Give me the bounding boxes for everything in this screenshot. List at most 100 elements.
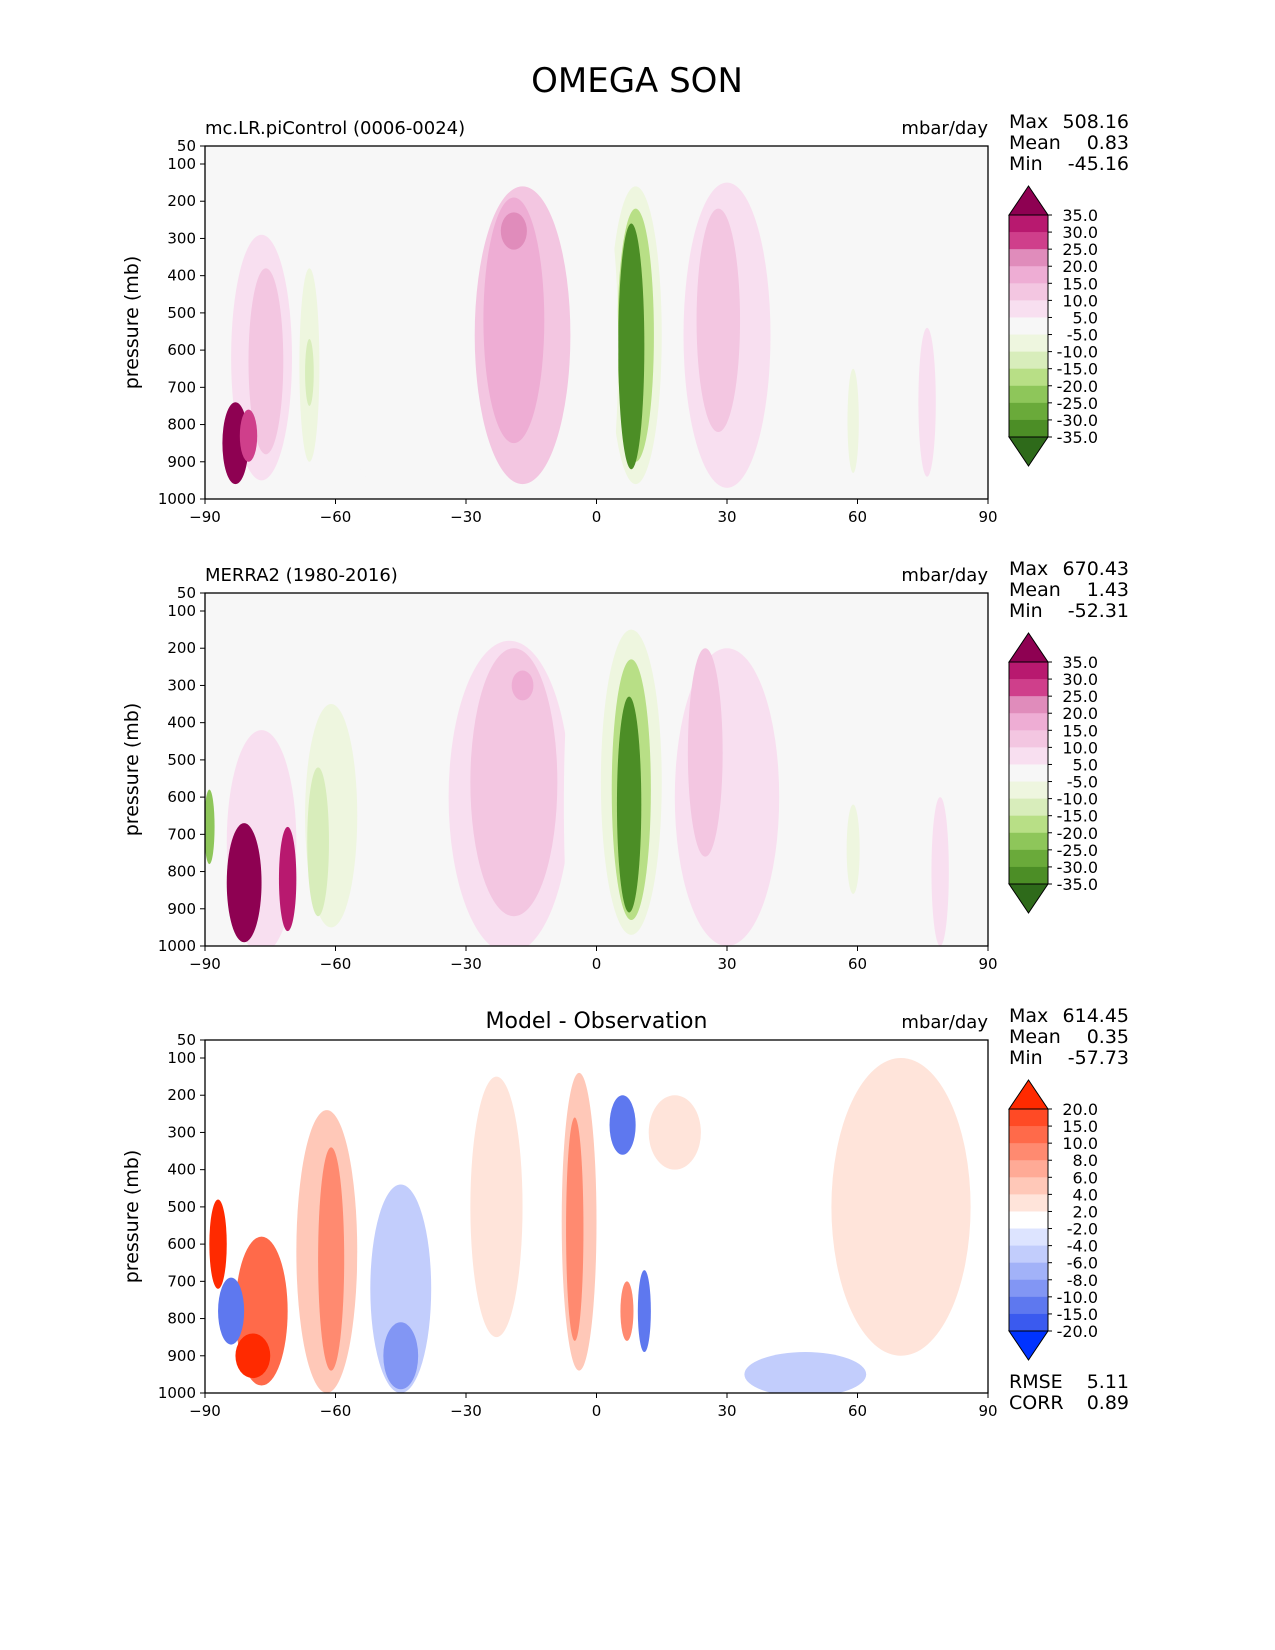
stat-label: Min [1009,153,1043,175]
contour-features [209,1058,971,1393]
y-tick-label: 800 [167,863,196,881]
contour-region [918,327,936,477]
x-tick-label: 60 [848,955,867,973]
colorbar-extend-max [1008,185,1049,216]
contour-features [205,629,949,946]
y-tick-label: 50 [177,137,196,155]
panel-title: MERRA2 (1980-2016) [205,565,398,586]
colorbar-level-label: -10.0 [1057,1288,1098,1307]
y-tick-label: 800 [167,416,196,434]
contour-region [648,1095,701,1170]
colorbar-level-label: 30.0 [1062,670,1098,689]
y-axis-label: pressure (mb) [121,1150,143,1284]
rmse-value: 5.11 [1087,1371,1129,1393]
colorbar-level-label: 20.0 [1062,257,1098,276]
x-tick-label: −60 [320,508,352,526]
stat-label: Mean [1009,132,1061,154]
colorbar-block [1009,385,1048,404]
colorbar-block [1009,696,1048,714]
y-tick-label: 1000 [158,1384,196,1402]
x-tick-label: −30 [450,955,482,973]
colorbar-level-label: 8.0 [1073,1151,1098,1170]
colorbar-level-label: 30.0 [1062,223,1098,242]
contour-region [318,1147,345,1371]
colorbar-level-label: 15.0 [1062,721,1098,740]
y-tick-label: 400 [167,714,196,732]
colorbar-block [1009,1279,1048,1298]
stat-value: 0.35 [1087,1026,1129,1048]
colorbar-block [1009,249,1048,267]
contour-region [687,648,723,857]
stat-label: Max [1009,558,1048,580]
contour-region [609,1095,636,1155]
y-tick-label: 100 [167,1049,196,1067]
contour-region [307,767,329,917]
panel-difference: Model - Observation mbar/day pressure (mb)… [121,1005,1129,1420]
stat-value: 508.16 [1063,111,1129,133]
colorbar-block [1009,798,1048,817]
contour-region [239,409,258,462]
colorbar-block [1009,402,1048,421]
colorbar-block [1009,1228,1048,1247]
contour-region [822,268,875,492]
stat-label: Mean [1009,1026,1061,1048]
contour-region [483,197,545,444]
contour-region [511,670,534,701]
x-tick-label: 30 [717,955,736,973]
y-tick-label: 300 [167,229,196,247]
colorbar-level-label: -30.0 [1057,411,1098,430]
colorbar-block [1009,1126,1048,1144]
stat-value: 0.83 [1087,132,1129,154]
contour-region [470,648,558,917]
colorbar-level-label: -20.0 [1057,824,1098,843]
units-label: mbar/day [901,1012,988,1033]
colorbar-block [1009,1211,1048,1229]
colorbar-level-label: 10.0 [1062,1134,1098,1153]
colorbar-block [1009,300,1048,318]
y-tick-label: 700 [167,825,196,843]
colorbar-block [1009,351,1048,370]
colorbar-level-label: -15.0 [1057,807,1098,826]
colorbar: 35.030.025.020.015.010.05.0-5.0-10.0-15.… [1008,632,1098,914]
colorbar-block [1009,764,1048,782]
x-tick-label: 0 [592,1402,602,1420]
colorbar-block [1009,730,1048,748]
contour-region [209,1199,227,1289]
colorbar-level-label: 5.0 [1073,308,1098,327]
x-tick-label: 60 [848,508,867,526]
contour-region [592,208,619,492]
colorbar-block [1009,1194,1048,1212]
colorbar-block [1009,1313,1048,1332]
contour-region [218,1277,245,1345]
colorbar-frame [1008,214,1049,438]
colorbar-block [1009,781,1048,800]
colorbar-block [1009,232,1048,250]
y-tick-label: 100 [167,602,196,620]
figure-title: OMEGA SON [531,61,743,101]
stat-label: Min [1009,1047,1043,1069]
y-tick-label: 300 [167,676,196,694]
panel-title: Model - Observation [486,1009,708,1034]
y-tick-label: 500 [167,304,196,322]
y-tick-label: 1000 [158,937,196,955]
units-label: mbar/day [901,118,988,139]
x-tick-label: 30 [717,508,736,526]
x-tick-label: 30 [717,1402,736,1420]
colorbar-block [1009,1177,1048,1195]
colorbar-block [1009,713,1048,731]
contour-region [620,1281,634,1341]
units-label: mbar/day [901,565,988,586]
contour-region [226,823,262,943]
colorbar-level-label: -35.0 [1057,875,1098,894]
colorbar-block [1009,266,1048,284]
colorbar-level-label: -5.0 [1067,773,1098,792]
x-tick-label: −30 [450,1402,482,1420]
y-tick-label: 1000 [158,490,196,508]
contour-region [847,368,859,473]
y-tick-label: 400 [167,267,196,285]
stat-value: -57.73 [1068,1047,1129,1069]
x-tick-label: −60 [320,1402,352,1420]
y-tick-label: 50 [177,1031,196,1049]
colorbar-extend-max [1008,632,1049,663]
